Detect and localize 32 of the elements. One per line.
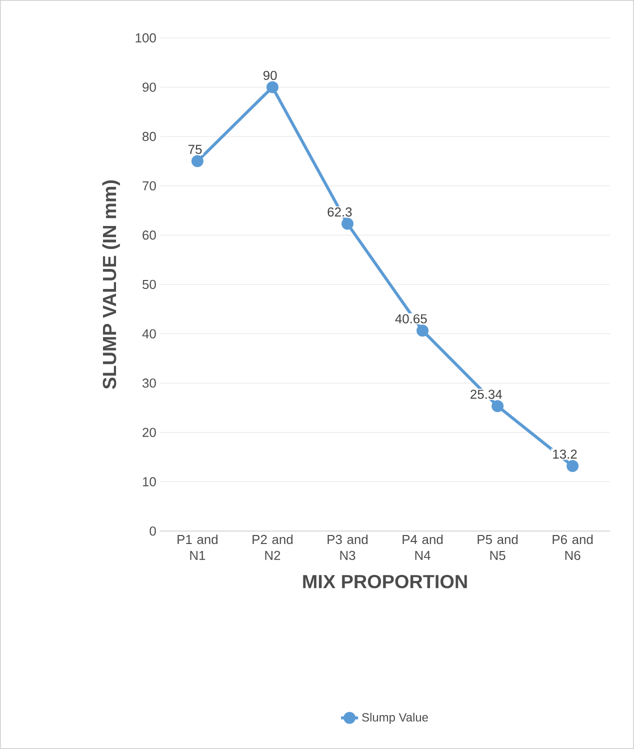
data-label: 75	[188, 144, 202, 154]
y-tick-label: 70	[142, 181, 156, 190]
y-tick-label: 10	[143, 477, 156, 486]
y-tick-label: 100	[136, 33, 156, 42]
y-tick-label: 40	[142, 329, 156, 338]
x-tick-label: P2 and N2	[252, 534, 293, 560]
y-tick-label: 90	[142, 82, 156, 92]
x-tick-label: P3 and N3	[328, 534, 368, 560]
y-tick-label: 50	[142, 280, 156, 290]
x-tick-label: P1 and N1	[178, 534, 218, 560]
x-tick-label: P5 and N5	[478, 534, 518, 560]
x-tick-label: P4 and N4	[402, 534, 443, 560]
point	[266, 81, 278, 94]
data-label: 13.2	[553, 450, 577, 459]
point	[492, 400, 504, 412]
point	[342, 218, 354, 230]
point	[191, 155, 204, 168]
data-label: 25.34	[470, 390, 502, 399]
y-tick-label: 80	[142, 132, 156, 142]
y-tick-label: 30	[142, 378, 156, 388]
x-axis-title: MIX PROPORTION	[303, 574, 467, 588]
y-tick-label: 20	[142, 428, 156, 437]
point	[566, 460, 579, 472]
x-tick-label: P6 and N6	[552, 534, 593, 560]
data-label: 62.3	[328, 207, 352, 217]
y-tick-label: 60	[142, 230, 156, 240]
data-label: 40.65	[395, 314, 427, 324]
legend-label: Slump Value	[362, 712, 428, 724]
data-label: 90	[263, 70, 277, 80]
y-axis-title: SLUMP VALUE (IN mm)	[102, 180, 120, 389]
point	[416, 324, 429, 337]
y-tick-label: 0	[150, 526, 156, 536]
